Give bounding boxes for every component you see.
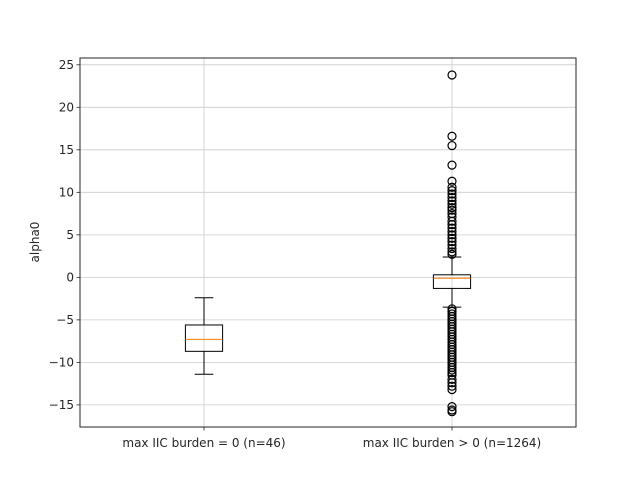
- outlier-point: [447, 401, 457, 412]
- outlier-point: [447, 233, 457, 243]
- outlier-point: [447, 182, 457, 192]
- outlier-point: [447, 240, 457, 250]
- plot-frame: [79, 57, 577, 428]
- x-axis-ticks: max IIC burden = 0 (n=46) max IIC burden …: [122, 427, 541, 450]
- y-tick-label: 0: [66, 271, 74, 285]
- outlier-point: [447, 189, 457, 199]
- outlier-point: [447, 381, 457, 391]
- y-tick-label: 25: [59, 58, 74, 72]
- outlier-point: [447, 176, 457, 186]
- y-tick-label: 20: [59, 101, 74, 115]
- outlier-point: [447, 140, 457, 151]
- outlier-point: [447, 70, 457, 80]
- outlier-point: [447, 199, 457, 209]
- outlier-point: [447, 160, 457, 170]
- grid-lines: [80, 58, 576, 427]
- y-tick-label: −15: [49, 398, 74, 412]
- outlier-point: [447, 243, 457, 254]
- x-tick-label: max IIC burden = 0 (n=46): [122, 436, 285, 450]
- y-tick-label: −10: [49, 356, 74, 370]
- outlier-point: [447, 367, 457, 378]
- x-tick-label: max IIC burden > 0 (n=1264): [363, 436, 541, 450]
- outlier-point: [447, 407, 457, 417]
- iqr-box: [432, 274, 472, 289]
- outlier-point: [447, 237, 457, 247]
- outlier-point: [447, 220, 457, 230]
- y-axis-label: alpha0: [28, 222, 42, 263]
- outlier-point: [447, 186, 457, 196]
- outlier-point: [447, 247, 457, 257]
- outlier-point: [447, 203, 457, 213]
- iqr-box: [184, 324, 224, 352]
- outlier-point: [447, 192, 457, 203]
- y-tick-label: 5: [66, 228, 74, 242]
- outlier-point: [447, 205, 457, 215]
- box-group: [432, 70, 472, 417]
- boxes: [184, 70, 472, 417]
- outlier-point: [447, 223, 457, 233]
- outlier-point: [447, 196, 457, 206]
- outlier-point: [447, 374, 457, 384]
- y-tick-label: 10: [59, 186, 74, 200]
- y-tick-label: −5: [56, 313, 74, 327]
- outlier-point: [447, 216, 457, 226]
- box-group: [184, 297, 224, 375]
- outlier-point: [447, 249, 457, 260]
- outlier-point: [447, 131, 457, 141]
- outlier-point: [447, 378, 457, 388]
- y-tick-label: 15: [59, 143, 74, 157]
- outlier-point: [447, 365, 457, 375]
- outlier-point: [447, 230, 457, 240]
- outlier-point: [447, 384, 457, 395]
- y-axis-ticks: −15 −10 −5 0 5 10 15 20 25: [49, 58, 80, 412]
- outlier-point: [447, 226, 457, 237]
